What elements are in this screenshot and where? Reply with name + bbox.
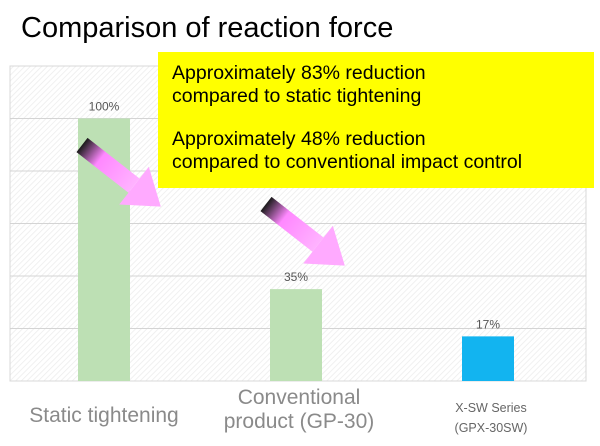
category-label-xsw-line-2: (GPX-30SW) [454, 421, 528, 435]
bar [270, 289, 322, 381]
callout-line-1: Approximately 83% reduction [172, 62, 426, 84]
category-label-conventional-line-1: Conventional [237, 386, 361, 409]
callout-line-2: compared to static tightening [172, 85, 422, 107]
category-label-static: Static tightening [4, 404, 204, 428]
reduction-arrow-1 [76, 137, 161, 207]
callout-line-4: compared to conventional impact control [172, 151, 523, 173]
chart-title: Comparison of reaction force [21, 12, 394, 44]
category-label-xsw-line-1: X-SW Series [455, 401, 527, 415]
bar [462, 336, 514, 381]
bar-value-label: 35% [284, 270, 308, 284]
bar-value-label: 100% [89, 100, 120, 114]
callout-line-3: Approximately 48% reduction [172, 128, 426, 150]
category-label-static-line-1: Static tightening [29, 404, 179, 427]
bar-value-label: 17% [476, 317, 500, 331]
category-label-conventional-line-2: product (GP-30) [223, 410, 375, 433]
value-labels: 100% 35% 17% [89, 100, 501, 332]
reduction-callout: Approximately 83% reduction compared to … [158, 52, 594, 188]
category-label-conventional: Conventional product (GP-30) [204, 386, 394, 434]
reduction-arrow-2 [260, 196, 345, 266]
category-label-xsw: X-SW Series (GPX-30SW) [396, 398, 586, 438]
